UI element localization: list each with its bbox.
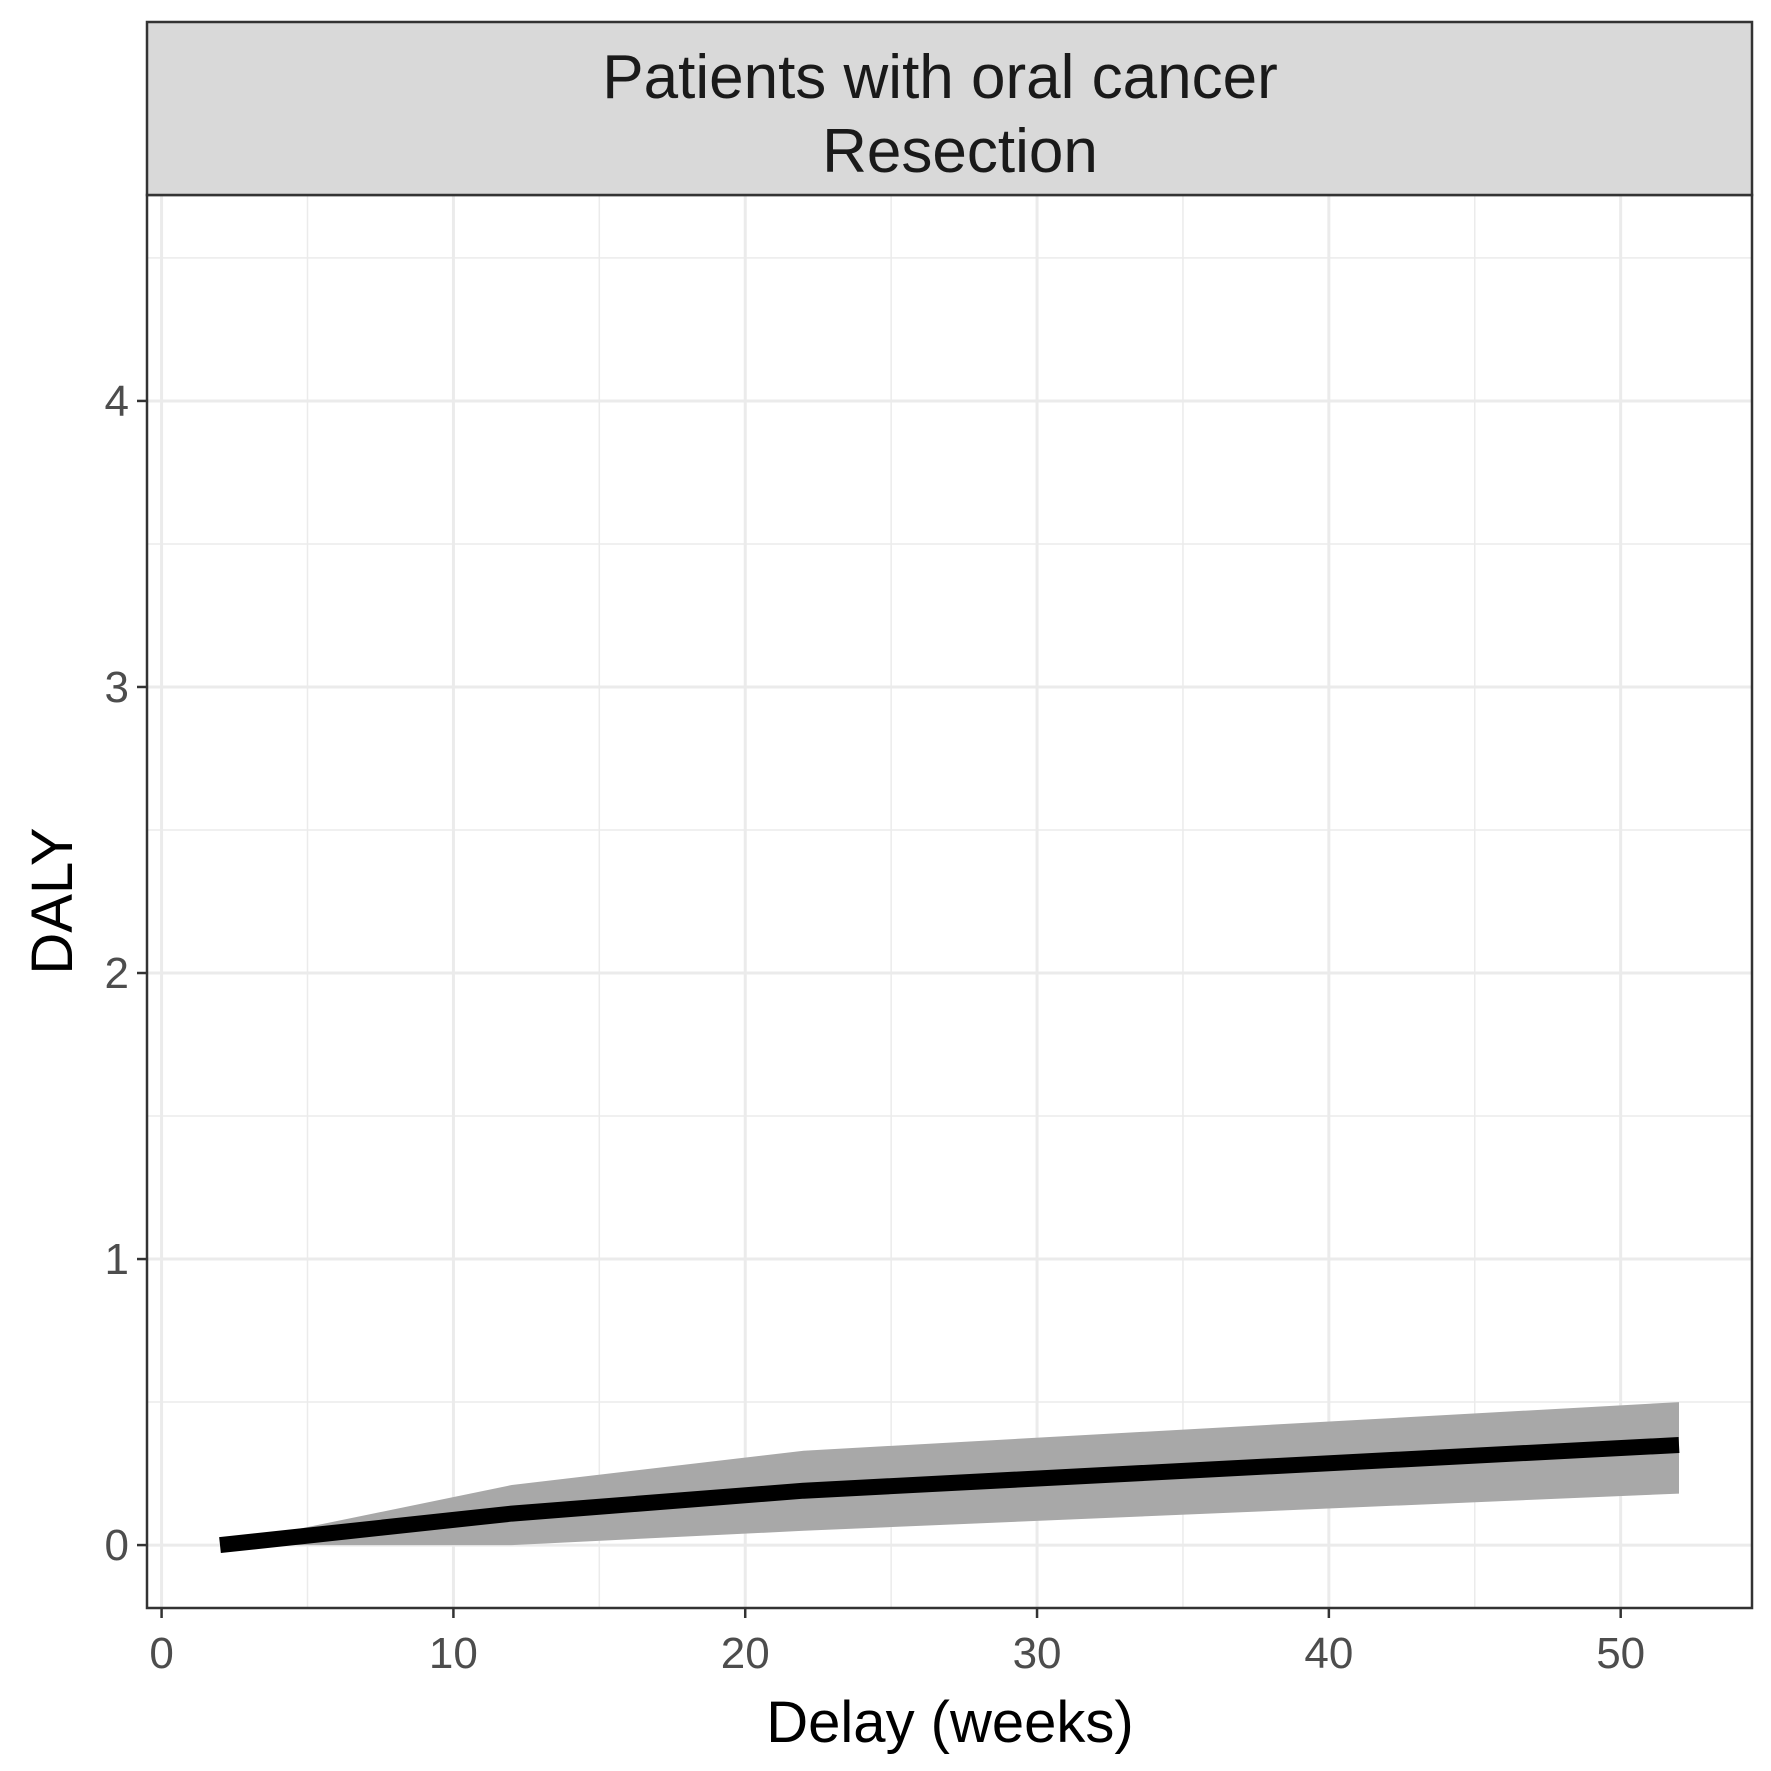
daly-line: [219, 1437, 1680, 1554]
y-tick-label: 1: [105, 1235, 129, 1284]
y-tick-label: 0: [105, 1521, 129, 1570]
x-axis-title: Delay (weeks): [766, 1690, 1133, 1755]
y-tick-label: 2: [105, 949, 129, 998]
y-tick-label: 4: [105, 377, 129, 426]
strip-title-line-1: Patients with oral cancer: [602, 43, 1277, 112]
y-axis: 0 1 2 3 4: [105, 377, 147, 1570]
x-tick-label: 30: [1013, 1629, 1062, 1678]
y-tick-label: 3: [105, 663, 129, 712]
x-tick-label: 10: [429, 1629, 478, 1678]
y-axis-title: DALY: [20, 827, 85, 974]
minor-gridlines: [147, 195, 1752, 1608]
strip-background: [145, 20, 1754, 197]
x-tick-label: 40: [1304, 1629, 1353, 1678]
major-gridlines: [147, 195, 1752, 1608]
x-tick-label: 20: [721, 1629, 770, 1678]
x-axis: 0 10 20 30 40 50: [149, 1608, 1645, 1678]
strip-title-line-2: Resection: [822, 117, 1098, 186]
facet-strip: Patients with oral cancer Resection: [145, 20, 1754, 197]
plot-background: [147, 195, 1752, 1608]
x-tick-label: 50: [1596, 1629, 1645, 1678]
x-tick-label: 0: [149, 1629, 173, 1678]
